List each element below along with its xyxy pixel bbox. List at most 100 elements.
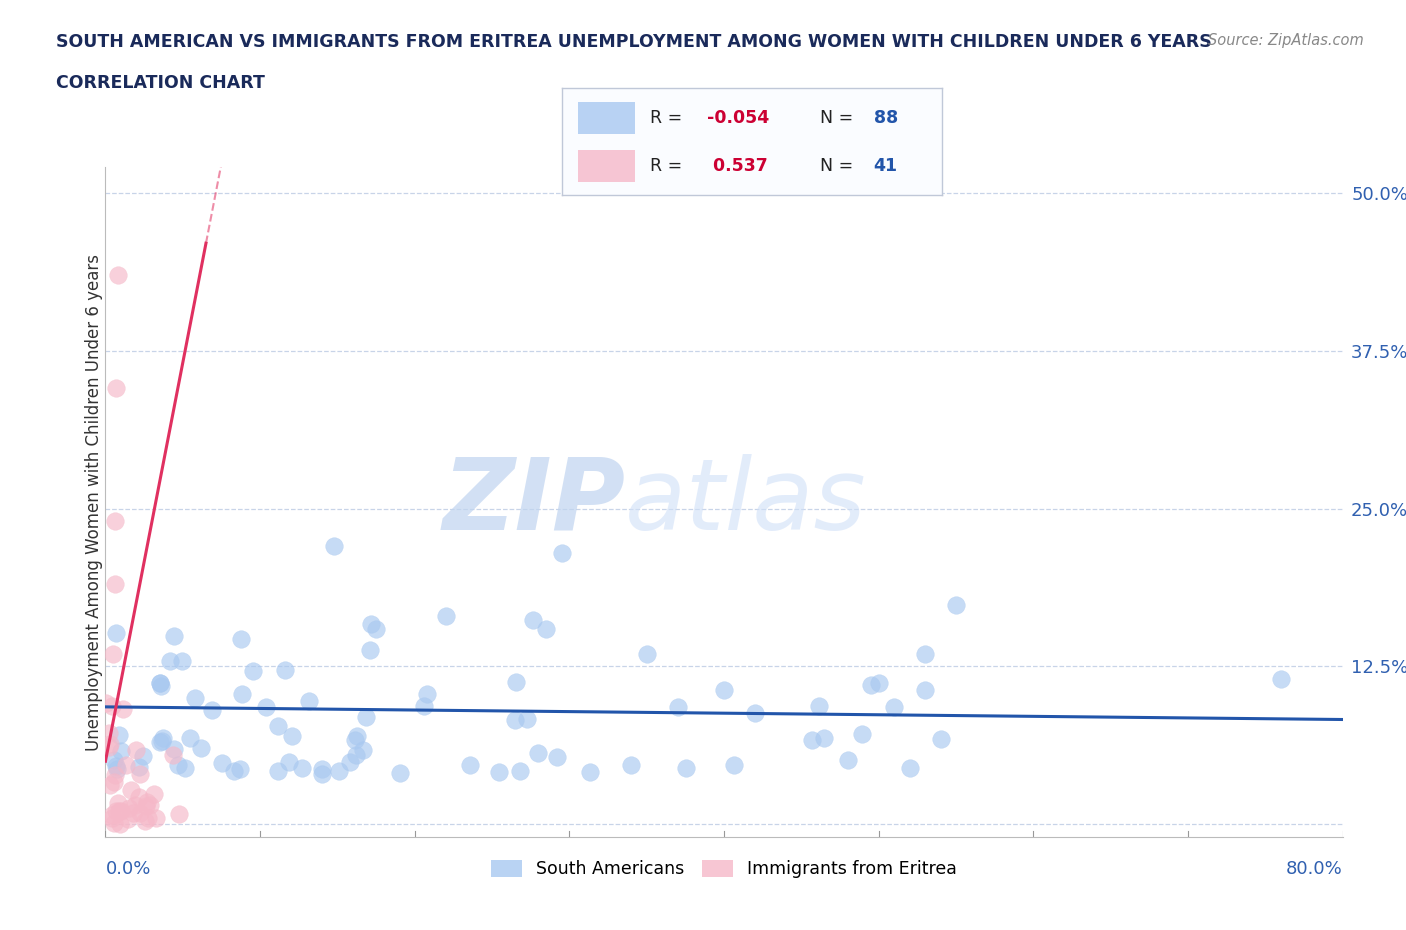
Point (150, 734, 173, 749)
Point (149, 735, 172, 750)
Text: 88: 88 (873, 110, 898, 127)
Point (149, 675, 172, 690)
Point (354, 710, 377, 724)
Point (142, 787, 165, 802)
Point (503, 712, 526, 727)
Bar (578, 151, 634, 182)
Point (128, 760, 150, 775)
Point (101, 807, 124, 822)
Point (184, 691, 207, 706)
Point (945, 597, 967, 612)
Point (135, 799, 157, 814)
Point (344, 733, 367, 748)
Point (859, 678, 882, 693)
Point (620, 758, 643, 773)
Point (344, 747, 367, 762)
Point (328, 764, 350, 778)
Point (807, 698, 830, 713)
Point (163, 741, 186, 756)
Point (110, 804, 132, 818)
Point (851, 726, 873, 741)
Point (360, 617, 382, 631)
Point (277, 754, 299, 769)
Point (883, 699, 905, 714)
Point (636, 646, 658, 661)
Point (145, 811, 167, 826)
Point (128, 790, 150, 804)
Point (813, 730, 835, 745)
Point (413, 698, 436, 713)
Point (118, 801, 141, 816)
Point (128, 767, 150, 782)
Point (666, 699, 689, 714)
Point (254, 700, 277, 715)
Point (516, 711, 538, 726)
Text: ZIP: ZIP (441, 454, 626, 551)
Text: 0.0%: 0.0% (105, 860, 150, 878)
Point (104, 767, 127, 782)
Point (135, 794, 157, 809)
Point (105, 626, 128, 641)
Point (579, 764, 602, 779)
Point (159, 654, 181, 669)
Point (108, 727, 131, 742)
Point (139, 797, 162, 812)
Point (163, 628, 186, 643)
Point (229, 631, 252, 646)
Point (174, 761, 197, 776)
Point (101, 698, 124, 713)
Point (110, 744, 132, 759)
Text: atlas: atlas (626, 454, 866, 551)
Point (546, 750, 568, 764)
Text: -0.054: -0.054 (707, 110, 769, 127)
Point (267, 719, 290, 734)
Text: SOUTH AMERICAN VS IMMIGRANTS FROM ERITREA UNEMPLOYMENT AMONG WOMEN WITH CHILDREN: SOUTH AMERICAN VS IMMIGRANTS FROM ERITRE… (56, 33, 1212, 50)
Point (675, 761, 697, 776)
Point (108, 817, 131, 831)
Point (115, 757, 138, 772)
Point (274, 662, 297, 677)
Point (179, 731, 201, 746)
Point (868, 676, 890, 691)
Point (103, 752, 125, 767)
Point (107, 795, 129, 810)
Point (339, 754, 361, 769)
Text: Source: ZipAtlas.com: Source: ZipAtlas.com (1208, 33, 1364, 47)
Point (311, 762, 333, 777)
Point (152, 730, 174, 745)
Point (323, 539, 346, 554)
Point (98, 737, 121, 751)
Point (103, 646, 124, 661)
Text: 0.537: 0.537 (707, 157, 768, 176)
Point (723, 757, 745, 772)
Text: R =: R = (650, 110, 688, 127)
Point (800, 733, 823, 748)
Bar (578, 102, 634, 134)
Point (458, 758, 481, 773)
Point (98, 725, 121, 740)
Point (364, 621, 387, 636)
Point (389, 766, 412, 781)
Point (914, 683, 936, 698)
Point (112, 702, 135, 717)
Point (222, 764, 245, 778)
Point (713, 683, 735, 698)
Point (211, 755, 233, 770)
Point (509, 764, 531, 778)
Legend: South Americans, Immigrants from Eritrea: South Americans, Immigrants from Eritrea (484, 853, 965, 885)
Text: 41: 41 (873, 157, 898, 176)
Point (267, 764, 290, 778)
Point (231, 686, 253, 701)
Point (108, 804, 131, 818)
Point (122, 805, 145, 820)
Point (132, 749, 155, 764)
Point (167, 758, 190, 773)
Point (105, 762, 128, 777)
Y-axis label: Unemployment Among Women with Children Under 6 years: Unemployment Among Women with Children U… (86, 254, 103, 751)
Point (837, 752, 859, 767)
Point (169, 806, 191, 821)
Point (434, 608, 457, 623)
Text: N =: N = (810, 110, 859, 127)
Point (416, 687, 439, 702)
Point (201, 702, 224, 717)
